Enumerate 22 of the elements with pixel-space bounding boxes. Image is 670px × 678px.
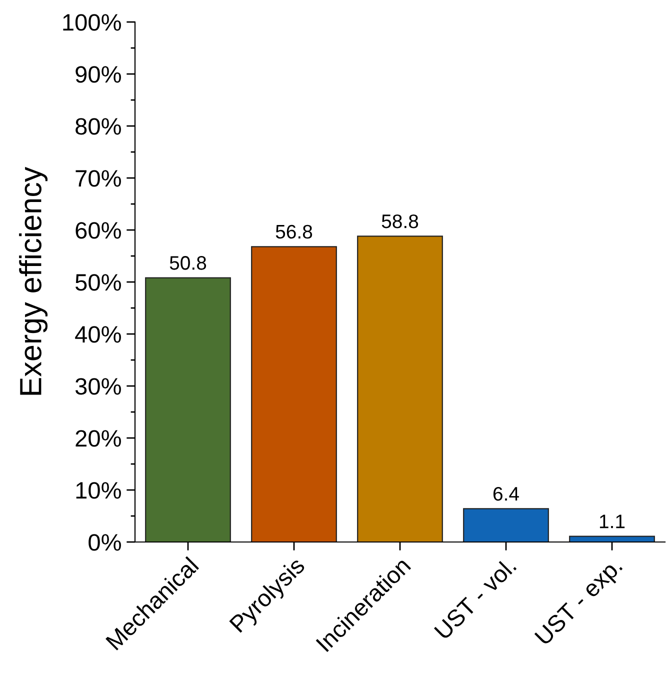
data-label: 50.8 <box>170 256 206 270</box>
y-tick-label: 10% <box>76 482 121 499</box>
y-tick-label: 20% <box>76 430 121 447</box>
y-tick-label: 80% <box>76 118 121 135</box>
data-label: 56.8 <box>276 224 312 239</box>
bar <box>569 536 655 542</box>
y-tick-label: 30% <box>75 378 121 395</box>
bar <box>357 236 443 542</box>
y-tick-label: 40% <box>75 326 121 343</box>
y-tick-label: 70% <box>76 170 121 187</box>
data-label: 58.8 <box>382 214 418 228</box>
data-label: 1.1 <box>600 514 625 528</box>
bar <box>145 277 231 542</box>
data-label: 6.4 <box>493 486 519 501</box>
y-tick-label: 60% <box>76 222 121 239</box>
y-tick-label: 50% <box>75 274 121 291</box>
y-tick-label: 0% <box>88 534 121 551</box>
y-axis-title: Exergy efficiency <box>19 166 48 395</box>
bar <box>251 246 337 542</box>
y-tick-label: 100% <box>63 14 121 31</box>
bar <box>463 508 549 542</box>
y-tick-label: 90% <box>76 66 121 83</box>
